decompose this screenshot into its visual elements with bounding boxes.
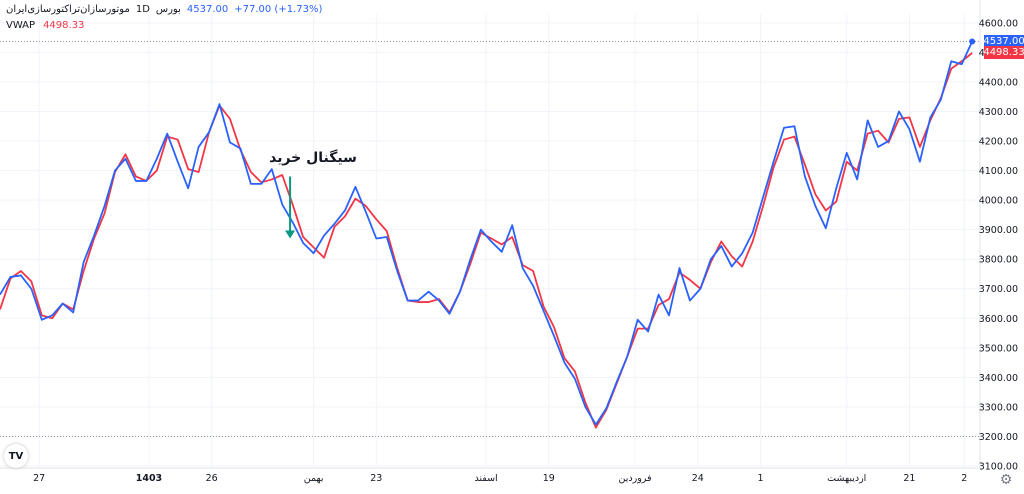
last-price: 4537.00: [186, 4, 229, 15]
y-tick-label: 3300.00: [979, 402, 1018, 413]
y-tick-label: 3700.00: [979, 284, 1018, 295]
series-layer: [0, 38, 976, 429]
price-change: +77.00 (+1.73%): [234, 4, 323, 15]
x-tick-label: بهمن: [304, 473, 324, 484]
x-tick-label: 23: [370, 473, 382, 484]
indicator-value: 4498.33: [43, 20, 85, 31]
y-tick-label: 3400.00: [979, 373, 1018, 384]
x-tick-label: 26: [206, 473, 218, 484]
y-tick-label: 3100.00: [979, 462, 1018, 473]
y-tick-label: 3800.00: [979, 255, 1018, 266]
y-tick-label: 3900.00: [979, 225, 1018, 236]
x-tick-label: 2: [961, 473, 967, 484]
x-tick-label: 27: [33, 473, 45, 484]
last-price-badge: 4537.00: [983, 34, 1024, 48]
last-price-point: [969, 38, 976, 45]
y-axis: 3100.00 3200.00 3300.00 3400.00 3500.00 3600.…: [979, 0, 1024, 494]
y-tick-label: 4200.00: [979, 137, 1018, 148]
y-tick-label: 4000.00: [979, 196, 1018, 207]
x-tick-label: 21: [903, 473, 915, 484]
x-tick-label: اسفند: [474, 473, 497, 484]
indicator-legend[interactable]: VWAP 4498.33: [6, 20, 84, 31]
x-tick-label: 24: [692, 473, 704, 484]
gear-icon[interactable]: ⚙: [999, 472, 1013, 488]
vwap-price-badge: 4498.33: [983, 46, 1024, 60]
x-axis-background: [0, 468, 980, 494]
y-tick-label: 4300.00: [979, 107, 1018, 118]
y-tick-label: 3200.00: [979, 432, 1018, 443]
chart-header: موتورسازان‌تراکتورسازی‌ایران 1D بورس 453…: [6, 4, 322, 18]
x-axis: 27 1403 26 بهمن 23 اسفند 19 فروردین 24 1 اردیبهشت 2…: [0, 467, 980, 494]
indicator-label: VWAP: [6, 20, 36, 31]
y-axis-background: [980, 0, 1024, 494]
x-tick-label: 1: [757, 473, 763, 484]
x-tick-label: 1403: [136, 473, 162, 484]
y-tick-label: 4400.00: [979, 77, 1018, 88]
tradingview-logo[interactable]: TV: [4, 444, 28, 468]
buy-signal-annotation: [285, 176, 296, 239]
y-tick-label: 3500.00: [979, 343, 1018, 354]
symbol-name[interactable]: موتورسازان‌تراکتورسازی‌ایران: [6, 4, 130, 15]
y-tick-label: 4600.00: [979, 18, 1018, 29]
x-tick-label: 19: [543, 473, 555, 484]
buy-signal-arrow-head: [285, 230, 296, 239]
exchange-label: بورس: [155, 4, 181, 15]
reference-lines: [0, 40, 980, 437]
interval-label[interactable]: 1D: [135, 4, 150, 15]
buy-signal-label: سیگنال خرید: [269, 150, 357, 166]
x-tick-label: فروردین: [619, 473, 652, 484]
y-tick-label: 4100.00: [979, 166, 1018, 177]
y-tick-label: 3600.00: [979, 314, 1018, 325]
x-tick-label: اردیبهشت: [827, 473, 866, 484]
series-line-price: [0, 41, 973, 426]
